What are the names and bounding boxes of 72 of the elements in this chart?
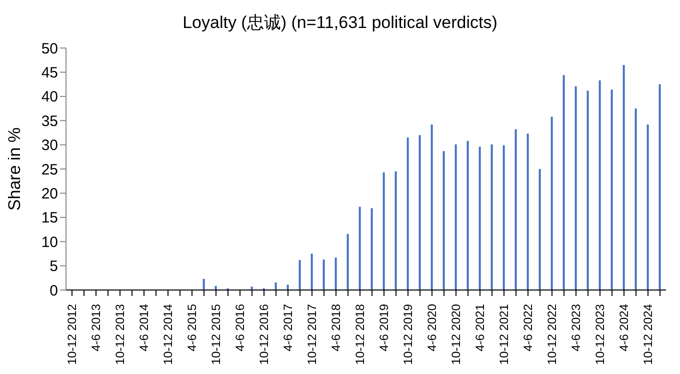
y-tick-label: 15 <box>41 210 58 227</box>
y-tick-label: 10 <box>41 234 58 251</box>
x-tick-label: 10-12 2014 <box>161 304 175 365</box>
bar <box>466 140 469 290</box>
x-tick-label: 4-6 2014 <box>137 304 151 352</box>
x-tick-label: 10-12 2017 <box>305 304 319 365</box>
x-tick-label: 10-12 2021 <box>497 304 511 365</box>
x-tick-label: 10-12 2022 <box>545 304 559 365</box>
x-tick-label: 4-6 2021 <box>473 304 487 352</box>
x-tick-label: 4-6 2015 <box>185 304 199 352</box>
bar <box>418 135 421 290</box>
bar <box>562 75 565 290</box>
x-tick-label: 10-12 2016 <box>257 304 271 365</box>
bar <box>586 90 589 290</box>
bar <box>538 169 541 290</box>
bar <box>286 284 289 290</box>
bar <box>322 260 325 290</box>
y-tick-label: 50 <box>41 40 58 58</box>
bar <box>658 84 661 290</box>
x-tick-label: 4-6 2016 <box>233 304 247 352</box>
bar <box>310 254 313 290</box>
bar <box>442 151 445 290</box>
x-tick-label: 4-6 2018 <box>329 304 343 352</box>
bar <box>610 90 613 290</box>
bar <box>634 108 637 290</box>
bar <box>334 258 337 290</box>
x-tick-label: 10-12 2019 <box>401 304 415 365</box>
bar <box>358 206 361 290</box>
bar <box>394 171 397 290</box>
x-tick-label: 10-12 2018 <box>353 304 367 365</box>
bar <box>574 86 577 290</box>
x-tick-label: 10-12 2013 <box>113 304 127 365</box>
bar <box>502 145 505 290</box>
y-tick-label: 45 <box>41 64 58 82</box>
y-tick-label: 35 <box>41 112 58 130</box>
x-tick-label: 4-6 2024 <box>617 304 631 352</box>
y-tick-label: 25 <box>41 161 58 178</box>
chart-title: Loyalty (忠诚) (n=11,631 political verdicts) <box>182 12 498 34</box>
y-tick-label: 40 <box>41 88 58 106</box>
bar <box>202 278 205 290</box>
y-tick-label: 0 <box>50 282 58 300</box>
bar <box>274 282 277 290</box>
bar <box>550 116 553 290</box>
bar <box>598 80 601 290</box>
x-tick-label: 4-6 2019 <box>377 304 391 352</box>
y-tick-label: 5 <box>50 258 58 276</box>
bar <box>526 134 529 290</box>
y-tick-label: 20 <box>41 186 58 203</box>
bar <box>346 234 349 290</box>
bar <box>454 144 457 290</box>
x-tick-label: 10-12 2024 <box>641 304 655 365</box>
x-tick-label: 10-12 2023 <box>593 304 607 365</box>
bar <box>298 260 301 290</box>
x-tick-label: 4-6 2017 <box>281 304 295 352</box>
y-axis-title: Share in % <box>5 127 24 211</box>
x-tick-label: 4-6 2023 <box>569 304 583 352</box>
x-tick-label: 10-12 2020 <box>449 304 463 365</box>
bar <box>370 208 373 290</box>
bar <box>406 138 409 290</box>
bar <box>478 146 481 290</box>
bar <box>622 64 625 290</box>
x-tick-label: 10-12 2012 <box>65 304 79 365</box>
x-tick-label: 10-12 2015 <box>209 304 223 365</box>
bar <box>382 172 385 290</box>
x-tick-label: 4-6 2022 <box>521 304 535 352</box>
bar <box>490 144 493 290</box>
bar <box>430 124 433 290</box>
bar <box>646 124 649 290</box>
x-tick-label: 4-6 2013 <box>89 304 103 352</box>
bar <box>514 129 517 290</box>
y-tick-label: 30 <box>41 137 58 154</box>
x-tick-label: 4-6 2020 <box>425 304 439 352</box>
